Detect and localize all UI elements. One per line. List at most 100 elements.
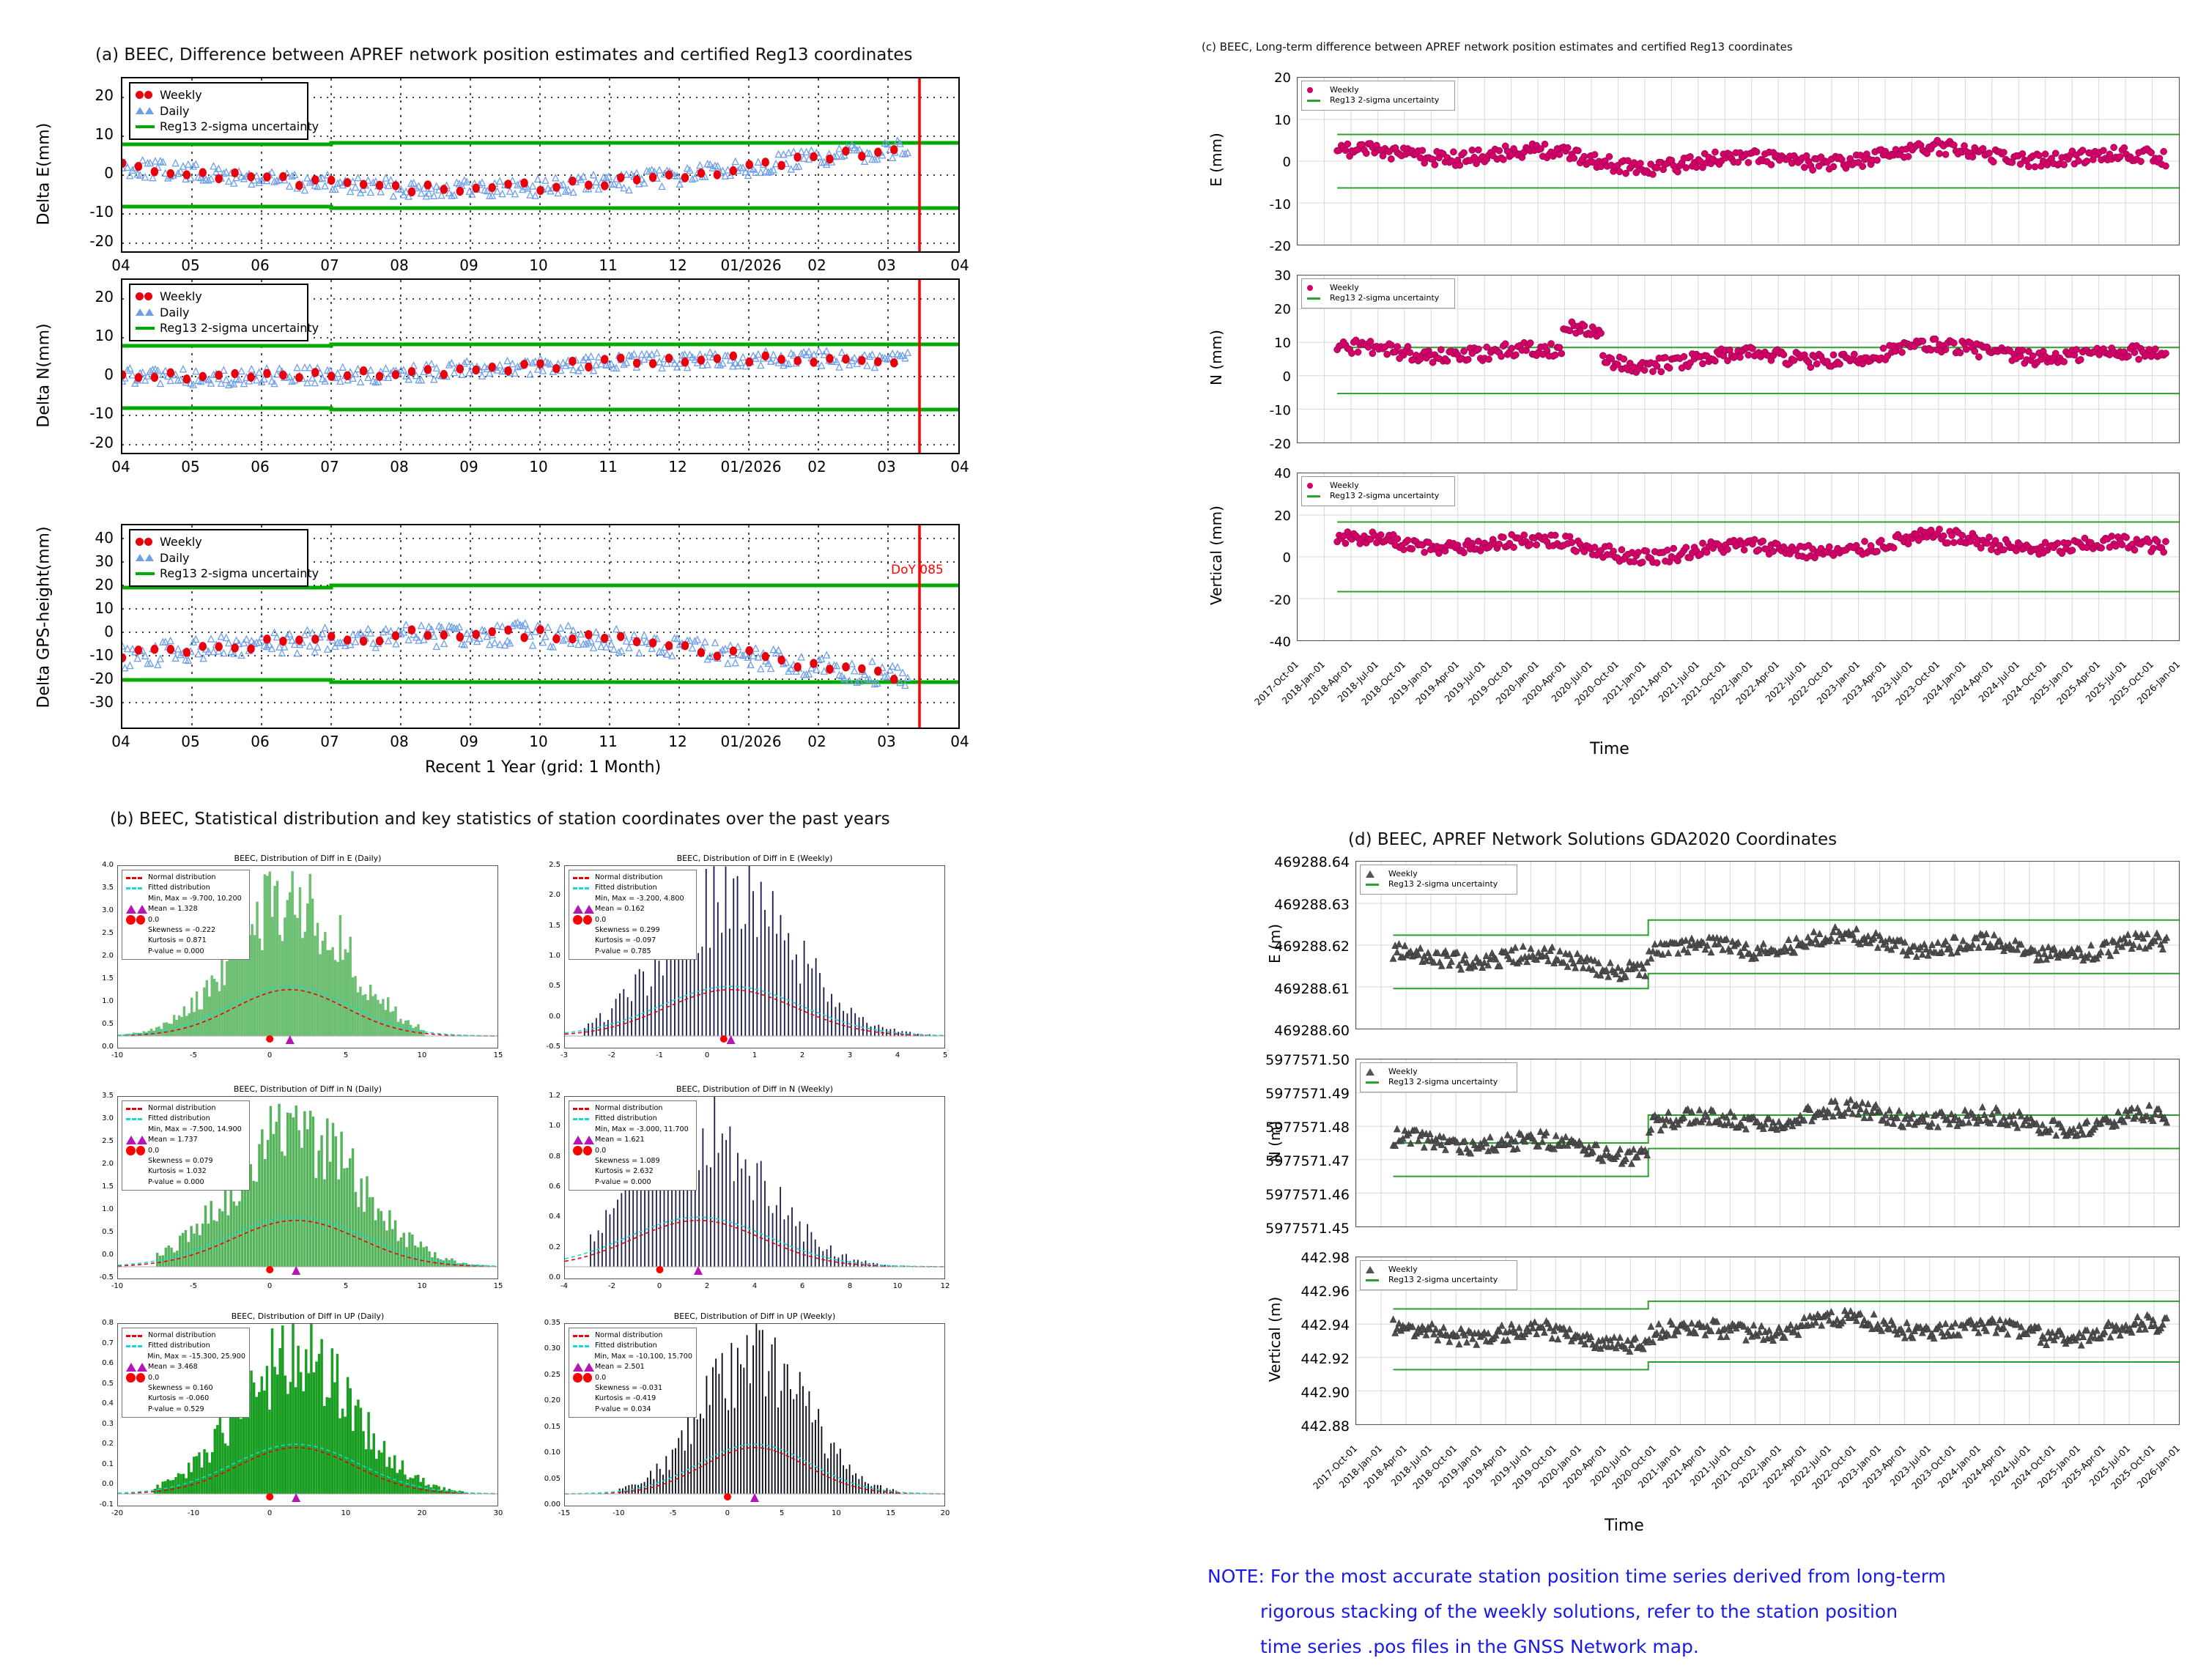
panel-d-sub1-ytick-1: 5977571.49 — [1265, 1086, 1350, 1102]
panel-b-histogram-3 — [565, 1097, 944, 1275]
panel-a-e-axes — [121, 77, 960, 253]
panel-b-chart-2-xtick-0: -10 — [111, 1282, 124, 1290]
panel-c-sub2-ytick-1: 20 — [1274, 508, 1291, 524]
stat-minmax: Min, Max = -10.100, 15.700 — [594, 1352, 692, 1361]
panel-a-up-xtick-10: 02 — [807, 733, 826, 750]
weekly-dot-icon — [1307, 285, 1326, 292]
panel-a-up-xtick-9: 01/2026 — [720, 733, 782, 750]
panel-b-chart-0-ytick-5: 1.5 — [102, 974, 114, 983]
panel-b-chart-3-xtick-7: 10 — [892, 1282, 903, 1290]
panel-a-e-legend: Weekly Daily Reg13 2-sigma uncertainty — [129, 82, 319, 140]
legend-sigma: Reg13 2-sigma uncertainty — [1366, 1077, 1510, 1087]
panel-b-title: (b) BEEC, Statistical distribution and k… — [110, 810, 890, 829]
panel-d: (d) BEEC, APREF Network Solutions GDA202… — [1121, 817, 2198, 1550]
stat-skewness: Skewness = -0.031 — [595, 1383, 663, 1392]
stat-pvalue: P-value = 0.529 — [148, 1405, 204, 1413]
panel-a-e-ytick-4: -20 — [89, 232, 114, 250]
panel-b-chart-5-xtick-4: 5 — [779, 1509, 785, 1517]
panel-b-chart-3-xtick-1: -2 — [608, 1282, 615, 1290]
panel-b-chart-4-xtick-1: -10 — [187, 1509, 200, 1517]
panel-b-stats-box-4: Normal distribution Fitted distribution Mi… — [122, 1328, 250, 1418]
panel-b-chart-2-ytick-3: 2.0 — [102, 1160, 114, 1168]
stat-mean: Mean = 1.737 — [126, 1135, 245, 1145]
stat-kurtosis: Kurtosis = -0.419 — [595, 1394, 656, 1403]
stat-kurtosis: Kurtosis = 0.871 — [148, 936, 207, 945]
stat-skewness: Skewness = 0.079 — [148, 1156, 213, 1165]
legend-fitted: Fitted distribution — [573, 1341, 692, 1351]
panel-d-sub1-ytick-5: 5977571.45 — [1265, 1221, 1350, 1237]
stat-zero: 0.0 — [573, 1146, 692, 1156]
panel-b-chart-5-xtick-1: -10 — [613, 1509, 625, 1517]
stat-mean: Mean = 1.621 — [573, 1135, 692, 1145]
weekly-dot-icon — [1307, 483, 1326, 489]
panel-b-chart-3-ytick-4: 0.4 — [549, 1213, 560, 1221]
panel-b-chart-4-xtick-3: 10 — [341, 1509, 351, 1517]
panel-a-e-xtick-8: 12 — [668, 256, 687, 274]
panel-c: (c) BEEC, Long-term difference between A… — [1121, 0, 2198, 777]
stat-pvalue: P-value = 0.000 — [595, 1177, 651, 1186]
legend-fitted: Fitted distribution — [573, 1114, 692, 1124]
sigma-line-icon — [1366, 1081, 1385, 1084]
stat-mean: Mean = 2.501 — [573, 1362, 692, 1372]
panel-a-e-ytick-0: 20 — [95, 86, 114, 104]
panel-b-chart-1-xtick-1: -2 — [608, 1051, 615, 1059]
panel-b-chart-title-4: BEEC, Distribution of Diff in UP (Daily) — [231, 1311, 385, 1321]
panel-b-chart-1-ytick-2: 1.5 — [549, 921, 560, 930]
panel-a-up-xtick-7: 11 — [599, 733, 618, 750]
panel-d-sub1-ytick-4: 5977571.46 — [1265, 1187, 1350, 1203]
weekly-dot-icon — [136, 538, 155, 547]
panel-b-stats-box-5: Normal distribution Fitted distribution Mi… — [569, 1328, 697, 1418]
panel-d-sub1-legend: Weekly Reg13 2-sigma uncertainty — [1360, 1062, 1517, 1092]
panel-b-chart-3-ytick-5: 0.2 — [549, 1243, 560, 1251]
stat-kurtosis: Kurtosis = 2.632 — [595, 1167, 654, 1176]
legend-sigma: Reg13 2-sigma uncertainty — [136, 119, 319, 135]
panel-c-sub2-ytick-4: -40 — [1269, 634, 1291, 650]
legend-normal: Normal distribution — [573, 873, 692, 883]
legend-weekly: Weekly — [1366, 1265, 1510, 1275]
panel-b-chart-0-xtick-4: 10 — [417, 1051, 427, 1059]
weekly-triangle-icon — [1366, 1068, 1385, 1076]
panel-b-chart-5-xtick-7: 20 — [940, 1509, 950, 1517]
stat-kurtosis: Kurtosis = 1.032 — [148, 1167, 207, 1176]
panel-a-up-xtick-8: 12 — [668, 733, 687, 750]
panel-b-chart-4-xtick-4: 20 — [417, 1509, 427, 1517]
panel-b-histogram-5 — [565, 1324, 944, 1502]
panel-a-e-xtick-12: 04 — [950, 256, 969, 274]
panel-d-sub2-plot — [1356, 1257, 2179, 1424]
panel-b-chart-0-xtick-2: 0 — [267, 1051, 273, 1059]
panel-a-e-xtick-11: 03 — [877, 256, 896, 274]
panel-a-up-xtick-1: 05 — [181, 733, 200, 750]
panel-b-chart-title-5: BEEC, Distribution of Diff in UP (Weekly… — [673, 1311, 836, 1321]
stat-zero: 0.0 — [573, 915, 692, 925]
panel-c-sub1-plot — [1298, 275, 2179, 443]
panel-c-sub0-plot — [1298, 78, 2179, 245]
sigma-line-icon — [1366, 883, 1385, 886]
panel-b-chart-2-ytick-2: 2.5 — [102, 1137, 114, 1145]
panel-a-e-xtick-2: 06 — [251, 256, 270, 274]
legend-sigma: Reg13 2-sigma uncertainty — [1366, 1275, 1510, 1285]
panel-a-e-xtick-4: 08 — [390, 256, 409, 274]
legend-sigma: Reg13 2-sigma uncertainty — [1307, 95, 1448, 106]
legend-weekly: Weekly — [1307, 481, 1448, 491]
panel-b-histogram-2 — [118, 1103, 497, 1275]
panel-d-sub0-ytick-4: 469288.60 — [1274, 1023, 1350, 1039]
panel-b-chart-3: BEEC, Distribution of Diff in N (Weekly)… — [513, 1084, 950, 1319]
panel-a-up-xtick-0: 04 — [111, 733, 130, 750]
panel-c-sub1-legend: Weekly Reg13 2-sigma uncertainty — [1301, 278, 1455, 308]
panel-d-sub2-legend: Weekly Reg13 2-sigma uncertainty — [1360, 1260, 1517, 1290]
panel-b-chart-5-xtick-6: 15 — [886, 1509, 896, 1517]
panel-d-sub1-ylabel: N (m) — [1266, 1120, 1284, 1163]
panel-c-sub1-ytick-3: 0 — [1282, 369, 1291, 385]
sigma-line-icon — [136, 326, 155, 330]
panel-b-chart-5-ytick-4: 0.15 — [544, 1422, 560, 1431]
panel-b-chart-4-ytick-6: 0.2 — [102, 1440, 114, 1448]
panel-c-title: (c) BEEC, Long-term difference between A… — [1202, 40, 1793, 53]
legend-normal: Normal distribution — [126, 1103, 245, 1114]
panel-b-chart-4-ytick-7: 0.1 — [102, 1459, 114, 1468]
panel-b-chart-4-xtick-0: -20 — [111, 1509, 124, 1517]
panel-b-chart-1: BEEC, Distribution of Diff in E (Weekly)… — [513, 854, 947, 1088]
stat-pvalue: P-value = 0.034 — [595, 1405, 651, 1413]
panel-d-sub2-ytick-2: 442.94 — [1300, 1317, 1350, 1333]
panel-b-chart-0-xtick-3: 5 — [343, 1051, 349, 1059]
panel-d-sub1-ytick-3: 5977571.47 — [1265, 1153, 1350, 1169]
